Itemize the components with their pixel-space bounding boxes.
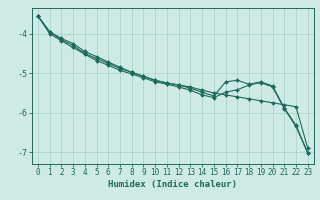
X-axis label: Humidex (Indice chaleur): Humidex (Indice chaleur) — [108, 180, 237, 189]
